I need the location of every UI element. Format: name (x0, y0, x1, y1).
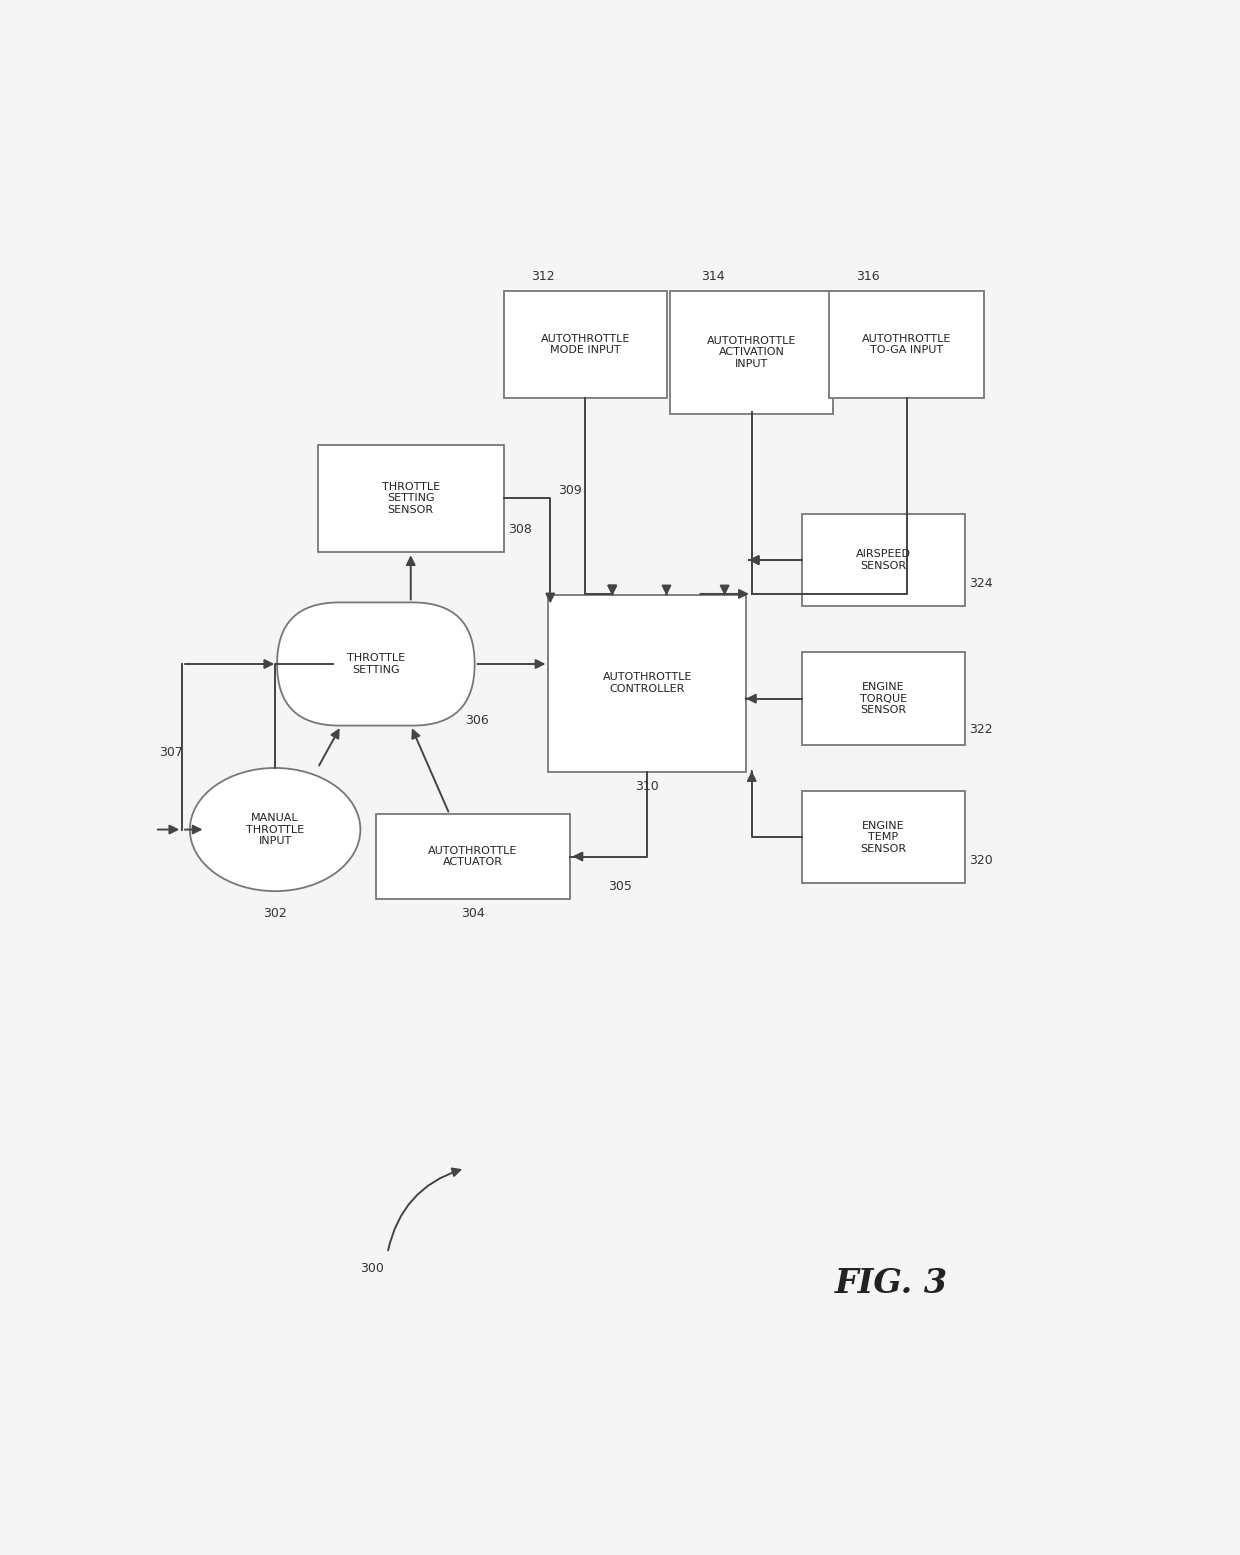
Text: MANUAL
THROTTLE
INPUT: MANUAL THROTTLE INPUT (246, 813, 304, 846)
Text: FIG. 3: FIG. 3 (835, 1267, 947, 1300)
FancyBboxPatch shape (802, 791, 965, 883)
Text: 308: 308 (507, 522, 532, 536)
Text: THROTTLE
SETTING: THROTTLE SETTING (347, 653, 405, 675)
Text: 324: 324 (968, 577, 992, 589)
FancyBboxPatch shape (503, 291, 667, 398)
Text: 314: 314 (701, 271, 725, 283)
FancyBboxPatch shape (548, 594, 746, 771)
FancyBboxPatch shape (671, 291, 833, 414)
Text: AUTOTHROTTLE
ACTUATOR: AUTOTHROTTLE ACTUATOR (428, 846, 517, 868)
FancyBboxPatch shape (802, 653, 965, 745)
Text: 305: 305 (608, 880, 632, 893)
Text: AUTOTHROTTLE
TO-GA INPUT: AUTOTHROTTLE TO-GA INPUT (862, 334, 951, 355)
FancyBboxPatch shape (802, 513, 965, 606)
FancyBboxPatch shape (277, 602, 475, 726)
FancyBboxPatch shape (830, 291, 985, 398)
Text: 307: 307 (159, 746, 182, 759)
Text: ENGINE
TORQUE
SENSOR: ENGINE TORQUE SENSOR (859, 683, 908, 715)
Text: THROTTLE
SETTING
SENSOR: THROTTLE SETTING SENSOR (382, 482, 440, 515)
Text: 309: 309 (558, 484, 582, 498)
Ellipse shape (190, 768, 361, 891)
FancyBboxPatch shape (376, 815, 569, 899)
Text: 320: 320 (968, 854, 992, 866)
Text: 312: 312 (531, 271, 554, 283)
Text: 306: 306 (465, 714, 489, 728)
Text: AUTOTHROTTLE
CONTROLLER: AUTOTHROTTLE CONTROLLER (603, 672, 692, 694)
Text: 300: 300 (360, 1263, 384, 1275)
Text: AUTOTHROTTLE
ACTIVATION
INPUT: AUTOTHROTTLE ACTIVATION INPUT (707, 336, 796, 369)
Text: 322: 322 (968, 723, 992, 736)
Text: 316: 316 (856, 271, 880, 283)
FancyBboxPatch shape (317, 445, 503, 552)
Text: 310: 310 (635, 779, 658, 793)
Text: AUTOTHROTTLE
MODE INPUT: AUTOTHROTTLE MODE INPUT (541, 334, 630, 355)
Text: 302: 302 (263, 907, 286, 919)
Text: ENGINE
TEMP
SENSOR: ENGINE TEMP SENSOR (861, 821, 906, 854)
Text: AIRSPEED
SENSOR: AIRSPEED SENSOR (856, 549, 911, 571)
Text: 304: 304 (461, 907, 485, 919)
